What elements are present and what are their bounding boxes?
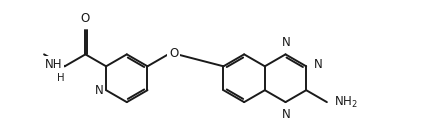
Text: O: O	[81, 12, 90, 25]
Text: O: O	[169, 47, 178, 60]
Text: N: N	[282, 36, 291, 49]
Text: N: N	[314, 58, 323, 71]
Text: NH: NH	[45, 58, 62, 71]
Text: NH$_2$: NH$_2$	[334, 94, 358, 110]
Text: H: H	[57, 73, 65, 83]
Text: N: N	[282, 108, 291, 121]
Text: N: N	[95, 84, 104, 97]
